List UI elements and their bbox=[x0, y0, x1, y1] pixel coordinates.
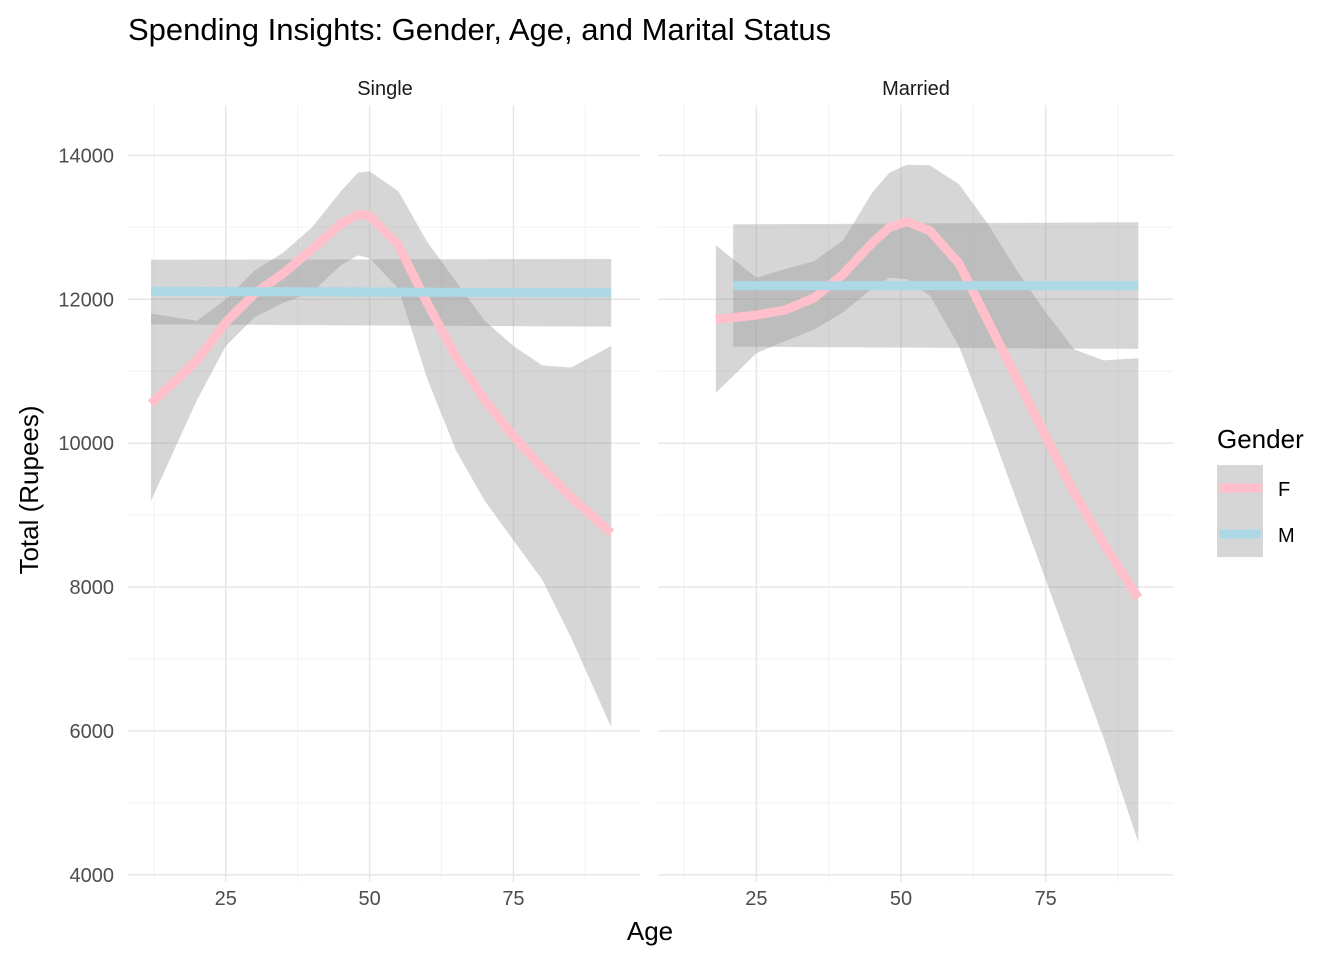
panel-strip-married: Married bbox=[882, 78, 950, 100]
ribbon-single-f bbox=[151, 171, 612, 728]
x-axis-title: Age bbox=[627, 916, 673, 946]
panel-strip-single: Single bbox=[357, 78, 413, 100]
y-tick-label: 6000 bbox=[70, 721, 115, 743]
x-tick-label: 50 bbox=[890, 888, 912, 910]
x-tick-label: 25 bbox=[215, 888, 237, 910]
legend-title: Gender bbox=[1217, 424, 1304, 454]
x-axis-ticks: 25 50 75 25 50 75 bbox=[215, 888, 1057, 910]
y-tick-label: 12000 bbox=[58, 289, 114, 311]
panel-single bbox=[128, 105, 640, 882]
x-tick-label: 25 bbox=[745, 888, 767, 910]
y-tick-label: 8000 bbox=[70, 577, 115, 599]
y-tick-label: 10000 bbox=[58, 433, 114, 455]
y-axis-title: Total (Rupees) bbox=[14, 405, 44, 574]
line-single-m bbox=[150, 286, 612, 298]
x-tick-label: 75 bbox=[502, 888, 524, 910]
legend: Gender F M bbox=[1217, 424, 1304, 557]
y-tick-label: 4000 bbox=[70, 865, 115, 887]
chart-title: Spending Insights: Gender, Age, and Mari… bbox=[128, 12, 831, 47]
legend-label-f: F bbox=[1278, 479, 1290, 501]
x-tick-label: 50 bbox=[358, 888, 380, 910]
panel-married bbox=[658, 105, 1173, 882]
line-married-f bbox=[715, 217, 1143, 601]
x-tick-label: 75 bbox=[1035, 888, 1057, 910]
y-tick-label: 14000 bbox=[58, 145, 114, 167]
legend-label-m: M bbox=[1278, 525, 1295, 547]
y-axis-ticks: 4000 6000 8000 10000 12000 14000 bbox=[58, 145, 114, 886]
line-single-f bbox=[147, 209, 615, 537]
ribbon-married-f bbox=[715, 164, 1139, 843]
